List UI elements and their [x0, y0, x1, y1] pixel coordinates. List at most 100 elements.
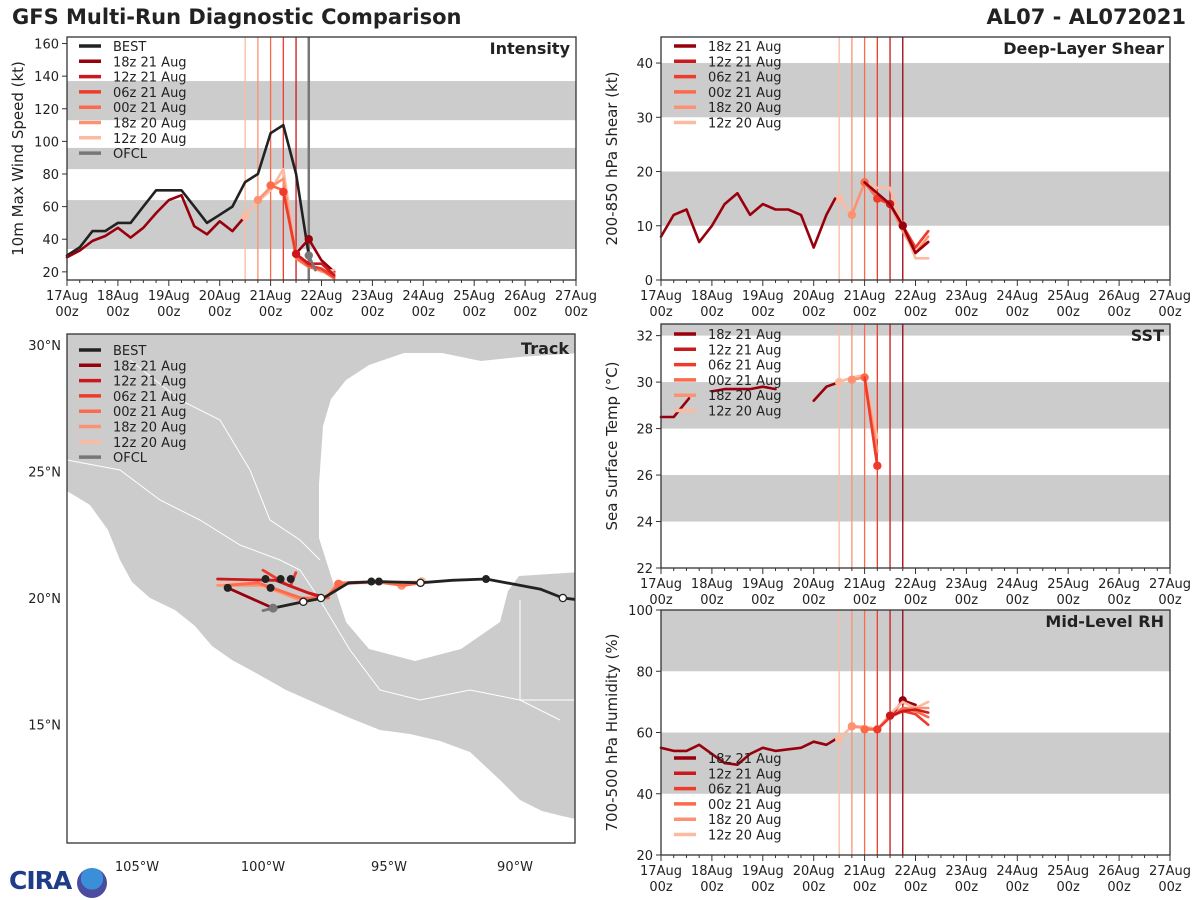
y-axis-label: 10m Max Wind Speed (kt) [9, 61, 27, 256]
country-border [519, 600, 575, 701]
legend-label: 12z 21 Aug [113, 375, 187, 390]
track-marker [268, 603, 278, 613]
legend-label: 06z 21 Aug [708, 359, 782, 374]
x-tick-label-hour: 00z [700, 593, 724, 608]
legend-label: 12z 20 Aug [708, 405, 782, 420]
legend-label: 06z 21 Aug [708, 783, 782, 798]
x-tick-label-hour: 00z [904, 593, 928, 608]
x-tick-label-date: 17Aug [640, 577, 682, 592]
category-band [67, 147, 576, 170]
x-tick-label-date: 26Aug [1098, 864, 1140, 879]
series-marker [834, 734, 844, 743]
y-tick-label: 20 [42, 266, 59, 281]
x-tick-label-hour: 00z [700, 880, 724, 895]
track-line [223, 581, 330, 600]
series-marker [873, 725, 882, 734]
x-tick-label-date: 23Aug [945, 289, 987, 304]
category-band [661, 610, 1170, 672]
x-tick-label-hour: 00z [1057, 880, 1081, 895]
x-tick-label-hour: 00z [513, 305, 537, 320]
x-tick-label-hour: 00z [802, 593, 826, 608]
legend-label: 18z 21 Aug [113, 55, 187, 70]
x-tick-label-date: 21Aug [844, 577, 886, 592]
category-band [661, 475, 1170, 522]
x-tick-label-date: 24Aug [996, 577, 1038, 592]
legend-label: OFCL [113, 451, 148, 466]
latitude-label: 15°N [28, 719, 61, 734]
track-line [216, 577, 320, 597]
legend-label: BEST [113, 344, 146, 359]
category-band [661, 324, 1170, 336]
legend-label: 18z 21 Aug [708, 328, 782, 343]
figure-title: GFS Multi-Run Diagnostic Comparison [12, 5, 462, 29]
x-tick-label-date: 18Aug [691, 577, 733, 592]
legend-label: BEST [113, 40, 146, 55]
legend-label: 12z 20 Aug [113, 132, 187, 147]
cira-logo-text: CIRA [9, 866, 72, 895]
series-line [863, 376, 879, 468]
x-tick-label-date: 17Aug [640, 289, 682, 304]
x-tick-label-hour: 00z [412, 305, 436, 320]
legend-label: 18z 21 Aug [113, 359, 187, 374]
series-marker [279, 187, 288, 197]
legend-label: 00z 21 Aug [708, 86, 782, 101]
panel-title: SST [1131, 326, 1164, 345]
x-tick-label-date: 25Aug [1047, 577, 1089, 592]
series-line [812, 380, 841, 403]
longitude-label: 90°W [497, 860, 533, 875]
legend-label: 12z 20 Aug [708, 829, 782, 844]
series-marker [885, 711, 895, 720]
x-tick-label-hour: 00z [751, 593, 775, 608]
latitude-label: 20°N [28, 592, 61, 607]
state-border [129, 359, 321, 561]
series-marker [847, 375, 857, 384]
panel-title: Mid-Level RH [1045, 612, 1164, 631]
series-marker [304, 235, 313, 244]
legend-label: 12z 21 Aug [708, 343, 782, 358]
panel-title: Deep-Layer Shear [1003, 39, 1164, 58]
y-tick-label: 32 [636, 330, 653, 345]
x-tick-label-hour: 00z [649, 305, 673, 320]
legend-label: 12z 21 Aug [113, 71, 187, 86]
track-line [226, 586, 275, 610]
x-tick-label-hour: 00z [1107, 880, 1131, 895]
category-band [67, 200, 576, 250]
x-tick-label-hour: 00z [361, 305, 385, 320]
track-panel: 30°N 25°N 20°N 15°N 105°W 100°W 95°W 90°W Track B… [28, 333, 576, 875]
track-position-marker [261, 575, 270, 584]
x-tick-label-date: 21Aug [844, 289, 886, 304]
x-tick-label-date: 24Aug [996, 864, 1038, 879]
series-line [659, 191, 837, 249]
y-tick-label: 80 [636, 665, 653, 680]
legend-label: 12z 20 Aug [708, 117, 782, 132]
x-tick-label-hour: 00z [1006, 305, 1030, 320]
storm-id: AL07 - AL072021 [986, 5, 1187, 29]
x-tick-label-hour: 00z [1057, 593, 1081, 608]
series-line [65, 123, 311, 257]
series-marker [240, 212, 250, 221]
series-marker [291, 249, 301, 259]
series-marker [860, 725, 869, 734]
series-marker [253, 195, 263, 205]
y-tick-label: 0 [645, 274, 653, 289]
ramm-logo-icon [77, 868, 107, 898]
x-tick-label-hour: 00z [649, 880, 673, 895]
legend-label: 18z 20 Aug [113, 117, 187, 132]
y-tick-label: 20 [636, 849, 653, 864]
legend-label: 18z 21 Aug [708, 40, 782, 55]
legend-label: OFCL [113, 147, 148, 162]
track-position-open-marker [299, 597, 308, 607]
series-marker [834, 377, 844, 387]
x-tick-label-hour: 00z [1158, 880, 1182, 895]
x-tick-label-date: 19Aug [148, 289, 190, 304]
x-tick-label-hour: 00z [904, 305, 928, 320]
x-tick-label-hour: 00z [157, 305, 181, 320]
series-marker [898, 221, 907, 230]
x-tick-label-date: 20Aug [199, 289, 241, 304]
x-tick-label-hour: 00z [802, 305, 826, 320]
legend-label: 00z 21 Aug [113, 405, 187, 420]
x-tick-label-hour: 00z [1006, 593, 1030, 608]
x-tick-label-date: 18Aug [691, 864, 733, 879]
series-line [65, 193, 247, 259]
x-tick-label-hour: 00z [649, 593, 673, 608]
